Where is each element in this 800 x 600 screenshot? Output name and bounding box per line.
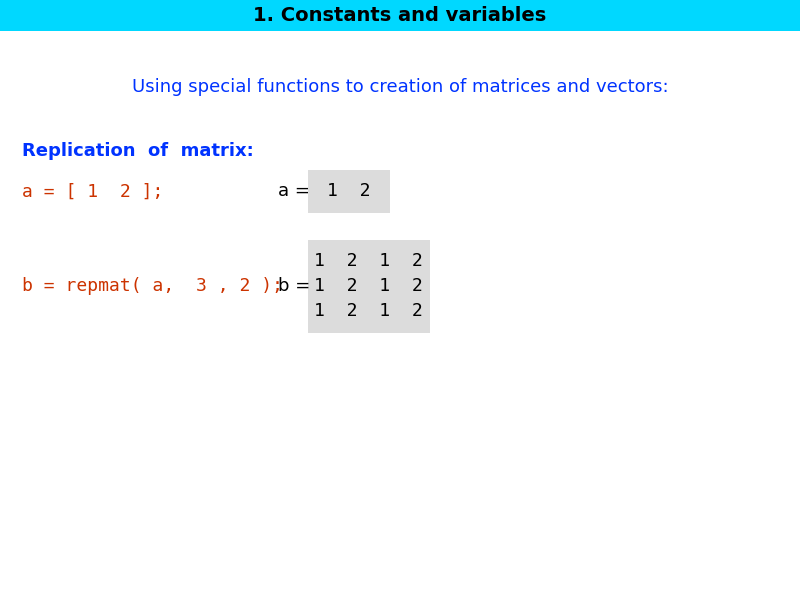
Text: 1  2: 1 2 [327,182,370,200]
Text: 1. Constants and variables: 1. Constants and variables [254,6,546,25]
Text: Replication  of  matrix:: Replication of matrix: [22,142,254,160]
Text: 1  2  1  2: 1 2 1 2 [314,302,423,320]
Text: a = [ 1  2 ];: a = [ 1 2 ]; [22,183,164,201]
Text: 1  2  1  2: 1 2 1 2 [314,252,423,270]
Text: b =: b = [278,277,316,295]
Text: a =: a = [278,182,316,200]
Text: 1  2  1  2: 1 2 1 2 [314,277,423,295]
Text: b = repmat( a,  3 , 2 );: b = repmat( a, 3 , 2 ); [22,277,283,295]
Text: Using special functions to creation of matrices and vectors:: Using special functions to creation of m… [132,78,668,96]
